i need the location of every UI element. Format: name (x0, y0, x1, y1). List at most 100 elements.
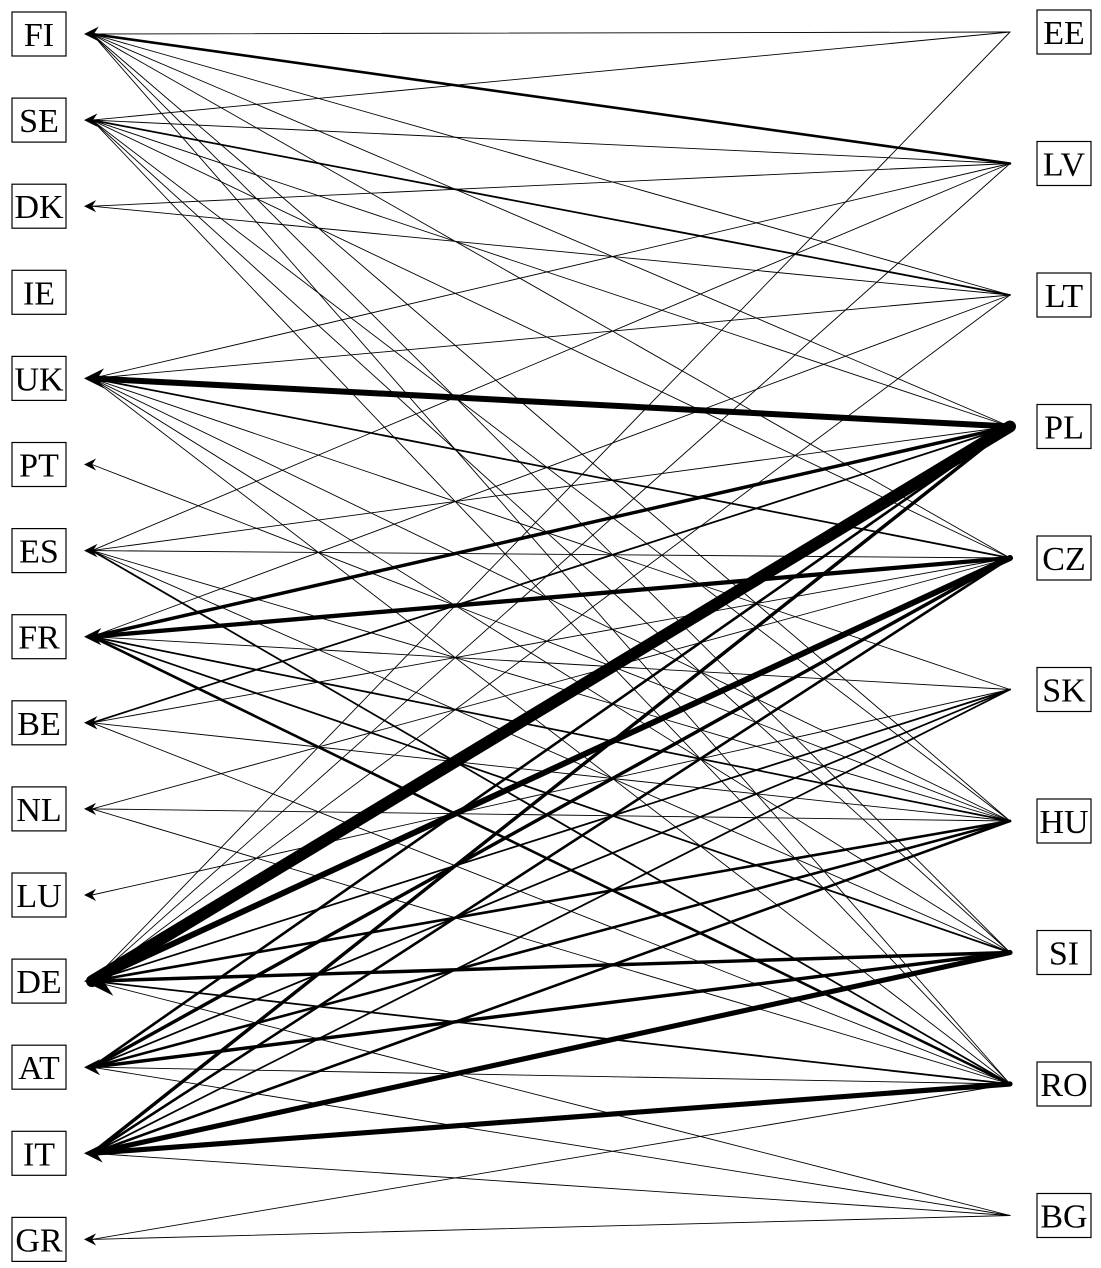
flow-si-to-uk (91, 377, 1011, 953)
node-it: IT (11, 1130, 67, 1176)
flow-hu-to-it (90, 819, 1012, 1155)
country-nodes: FI SE DK IE UK PT ES FR BE NL LU DE AT IT GR EE LV LT PL CZ… (11, 9, 1092, 1263)
node-lt: LT (1036, 272, 1092, 318)
flow-pl-to-it (90, 424, 1012, 1156)
node-label: ES (19, 534, 59, 571)
arrow-head-lu (84, 888, 97, 902)
node-box (1036, 403, 1092, 450)
node-box (1036, 1192, 1092, 1239)
flow-cz-to-fr (89, 555, 1013, 639)
node-box (11, 786, 67, 832)
node-se: SE (11, 97, 67, 143)
arrow-head-es (84, 543, 98, 558)
flow-sk-to-de (91, 688, 1011, 982)
node-label: FI (24, 17, 54, 54)
node-box (1036, 929, 1092, 976)
node-si: SI (1036, 929, 1092, 976)
flow-hu-to-pt (91, 464, 1011, 822)
node-be: BE (11, 700, 67, 746)
node-es: ES (11, 527, 67, 574)
flow-cz-to-uk (91, 377, 1011, 559)
node-label: CZ (1042, 541, 1085, 578)
node-box (11, 269, 67, 315)
node-label: BG (1040, 1199, 1087, 1236)
node-box (1036, 272, 1092, 318)
node-box (11, 355, 67, 401)
flow-lt-to-dk (91, 205, 1011, 296)
flow-pl-to-se (91, 119, 1011, 427)
flow-pl-to-be (91, 425, 1011, 724)
node-fr: FR (11, 614, 67, 660)
node-label: DK (14, 189, 64, 226)
node-gr: GR (11, 1216, 67, 1263)
flow-ro-to-at (91, 1066, 1011, 1085)
node-label: SK (1042, 673, 1086, 710)
node-box (11, 441, 67, 488)
flow-cz-to-nl (91, 557, 1011, 810)
flow-cz-to-at (90, 556, 1012, 1069)
node-label: IE (23, 275, 55, 312)
node-box (1036, 140, 1092, 187)
flow-ro-to-nl (91, 808, 1011, 1085)
node-label: LU (16, 878, 61, 915)
node-box (11, 872, 67, 918)
flow-lt-to-de (91, 294, 1011, 982)
node-label: SE (19, 103, 59, 140)
node-label: IT (23, 1136, 55, 1173)
flow-hu-to-fr (91, 635, 1011, 822)
flow-cz-to-se (91, 119, 1011, 559)
flow-pl-to-es (91, 426, 1011, 552)
flow-hu-to-fi (91, 33, 1011, 822)
node-label: HU (1039, 804, 1088, 841)
node-label: DE (16, 964, 61, 1001)
node-box (1036, 535, 1092, 581)
node-sk: SK (1036, 666, 1092, 713)
flow-ro-to-se (91, 119, 1011, 1085)
flow-hu-to-nl (91, 808, 1011, 822)
flow-lv-to-se (91, 119, 1011, 164)
flow-ro-to-be (91, 722, 1011, 1085)
flow-cz-to-be (91, 557, 1011, 724)
flow-si-to-se (91, 119, 1011, 953)
flow-hu-to-de (90, 819, 1012, 983)
flow-pl-to-at (90, 425, 1012, 1069)
flow-lt-to-fr (91, 294, 1011, 638)
arrow-head-uk (84, 368, 105, 389)
node-label: SI (1049, 936, 1079, 973)
flow-si-to-it (89, 949, 1013, 1156)
node-label: LV (1043, 147, 1086, 184)
node-box (1036, 798, 1092, 844)
node-at: AT (11, 1044, 67, 1090)
node-ie: IE (11, 269, 67, 315)
node-bg: BG (1036, 1192, 1092, 1239)
arrow-head-de (84, 966, 114, 996)
flow-ee-to-fi (91, 31, 1011, 35)
node-label: FR (18, 620, 60, 657)
flow-pl-to-fr (90, 424, 1012, 639)
node-pl: PL (1036, 403, 1092, 450)
arrow-head-fr (84, 628, 102, 646)
flow-hu-to-se (91, 119, 1011, 822)
node-label: UK (14, 361, 64, 398)
node-box (11, 1130, 67, 1176)
arrow-head-dk (84, 200, 97, 213)
node-box (11, 183, 67, 229)
flow-pl-to-de (86, 420, 1016, 988)
flow-ro-to-fi (91, 33, 1011, 1085)
node-dk: DK (11, 183, 67, 229)
flow-ro-to-de (91, 980, 1011, 1085)
node-box (1036, 9, 1092, 55)
flow-cz-to-it (90, 556, 1012, 1155)
flow-sk-to-fr (91, 636, 1011, 690)
node-box (11, 97, 67, 143)
flow-si-to-de (90, 950, 1012, 983)
arrow-head-se (84, 113, 98, 127)
flow-sk-to-it (91, 688, 1011, 1155)
flow-sk-to-lu (91, 689, 1011, 896)
node-ro: RO (1036, 1061, 1092, 1107)
node-uk: UK (11, 355, 67, 401)
node-box (11, 1216, 67, 1263)
arrow-head-nl (84, 802, 97, 815)
node-cz: CZ (1036, 535, 1092, 581)
flow-lines (86, 31, 1016, 1240)
